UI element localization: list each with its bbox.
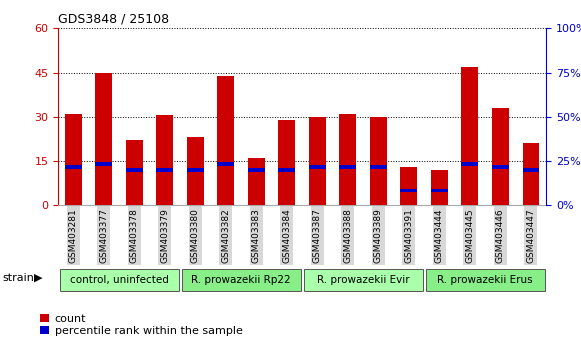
FancyBboxPatch shape: [304, 268, 422, 291]
Bar: [461, 67, 478, 205]
Bar: [156, 168, 173, 172]
Bar: [492, 108, 509, 205]
FancyBboxPatch shape: [426, 268, 544, 291]
Bar: [217, 75, 234, 205]
Bar: [278, 120, 295, 205]
Bar: [65, 114, 82, 205]
Bar: [156, 115, 173, 205]
Bar: [339, 114, 356, 205]
Text: ▶: ▶: [34, 273, 42, 283]
Bar: [370, 165, 387, 169]
Bar: [400, 189, 417, 192]
Legend: count, percentile rank within the sample: count, percentile rank within the sample: [41, 314, 243, 336]
Bar: [126, 141, 143, 205]
Bar: [431, 170, 448, 205]
Bar: [187, 168, 204, 172]
Bar: [400, 167, 417, 205]
Text: GDS3848 / 25108: GDS3848 / 25108: [58, 12, 169, 25]
Bar: [95, 162, 112, 166]
Text: strain: strain: [3, 273, 35, 283]
Text: R. prowazekii Evir: R. prowazekii Evir: [317, 275, 410, 285]
Bar: [217, 162, 234, 166]
Text: control, uninfected: control, uninfected: [70, 275, 168, 285]
Bar: [248, 158, 265, 205]
Bar: [492, 165, 509, 169]
Bar: [461, 162, 478, 166]
Bar: [309, 117, 326, 205]
Text: R. prowazekii Erus: R. prowazekii Erus: [437, 275, 533, 285]
Text: R. prowazekii Rp22: R. prowazekii Rp22: [191, 275, 291, 285]
FancyBboxPatch shape: [182, 268, 300, 291]
Bar: [278, 168, 295, 172]
Bar: [522, 143, 539, 205]
Bar: [370, 117, 387, 205]
Bar: [126, 168, 143, 172]
Bar: [187, 137, 204, 205]
Bar: [248, 168, 265, 172]
Bar: [522, 168, 539, 172]
Bar: [95, 73, 112, 205]
Bar: [431, 189, 448, 192]
Bar: [339, 165, 356, 169]
Bar: [309, 165, 326, 169]
Bar: [65, 165, 82, 169]
FancyBboxPatch shape: [60, 268, 178, 291]
